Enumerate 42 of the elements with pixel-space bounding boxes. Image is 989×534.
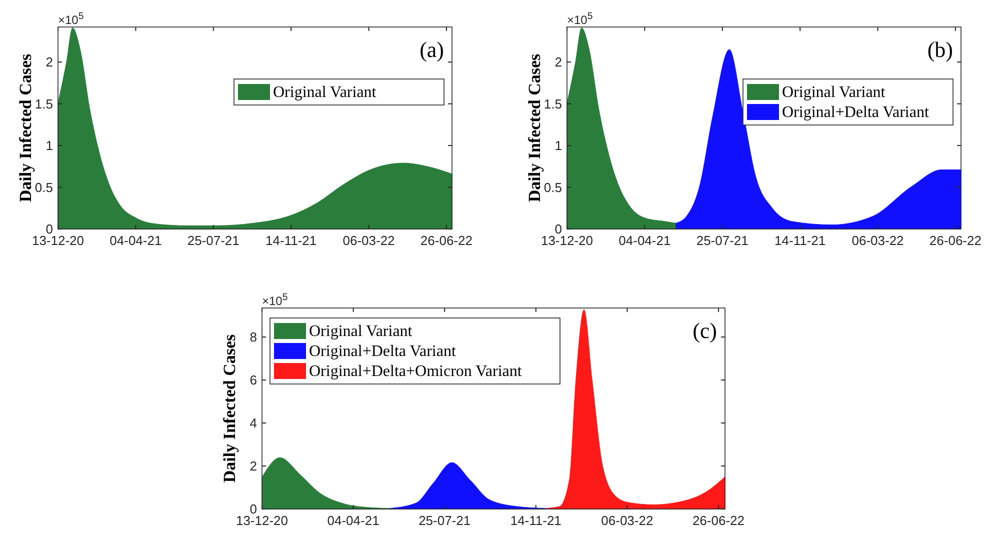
- legend-label: Original+Delta+Omicron Variant: [309, 363, 522, 380]
- x-tick-label: 26-06-22: [929, 233, 982, 248]
- legend-label: Original Variant: [273, 84, 377, 101]
- x-tick-label: 25-07-21: [418, 513, 471, 528]
- x-tick-label: 04-04-21: [110, 233, 162, 248]
- text: ×10$^{5}$: [567, 10, 593, 27]
- annotation: (a): [420, 37, 444, 62]
- x-tick-label: 26-06-22: [420, 233, 472, 248]
- y-axis-title: Daily Infected Cases: [525, 53, 544, 202]
- y-tick-label: 0.5: [544, 180, 562, 195]
- legend-label: Original+Delta Variant: [782, 104, 930, 121]
- x-tick-label: 06-03-22: [601, 513, 654, 528]
- y-tick-label: 6: [250, 372, 257, 388]
- x-tick-label: 14-11-21: [510, 513, 562, 528]
- y-tick-label: 2: [46, 54, 53, 70]
- legend-label: Original Variant: [309, 323, 413, 340]
- y-tick-label: 1.5: [34, 96, 53, 112]
- x-tick-label: 04-04-21: [327, 513, 380, 528]
- annotation: (b): [927, 37, 953, 62]
- x-tick-label: 26-06-22: [692, 513, 744, 528]
- text: ×10$^{5}$: [58, 10, 84, 27]
- y-tick-label: 2: [554, 54, 562, 70]
- x-tick-label: 14-11-21: [266, 233, 317, 248]
- y-tick-label: 1.5: [544, 96, 562, 112]
- y-tick-label: 4: [250, 416, 257, 431]
- x-tick-label: 14-11-21: [774, 233, 826, 248]
- y-tick-label: 1: [46, 138, 53, 154]
- legend-label: Original+Delta Variant: [309, 343, 456, 360]
- x-tick-label: 06-03-22: [852, 233, 904, 248]
- annotation: (c): [692, 318, 717, 343]
- y-axis-title: Daily Infected Cases: [16, 53, 35, 202]
- y-tick-label: 0.5: [34, 180, 53, 195]
- y-tick-label: 1: [554, 138, 562, 154]
- annotation: ×10$^{5}$: [262, 292, 288, 308]
- legend-label: Original Variant: [782, 84, 886, 101]
- y-axis-title: Daily Infected Cases: [220, 334, 239, 483]
- y-tick-label: 2: [250, 458, 257, 474]
- x-tick-label: 04-04-21: [618, 233, 671, 248]
- x-tick-label: 25-07-21: [187, 233, 240, 248]
- y-tick-label: 8: [250, 330, 257, 345]
- x-tick-label: 25-07-21: [696, 233, 748, 248]
- x-tick-label: 06-03-22: [342, 233, 395, 248]
